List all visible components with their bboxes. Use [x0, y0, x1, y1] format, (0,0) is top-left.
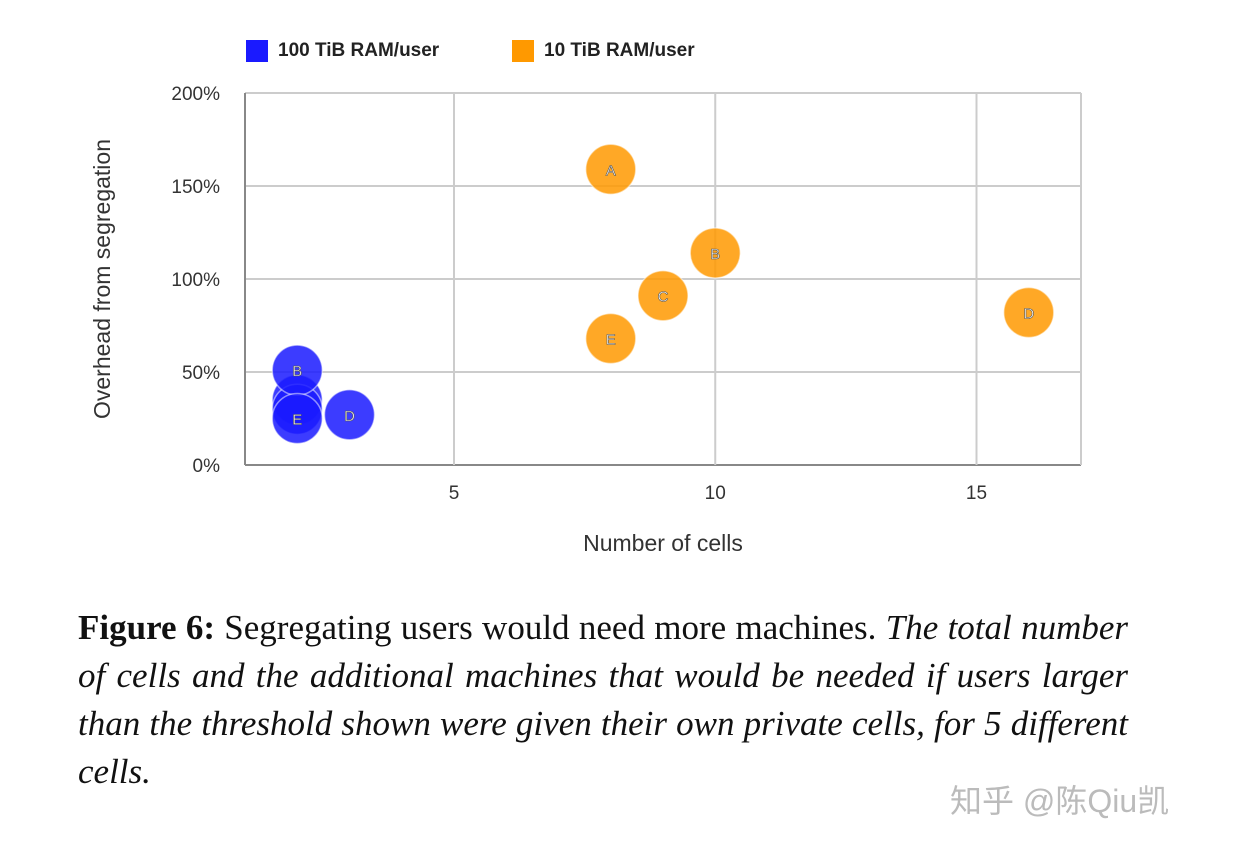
caption-italic: The total number of cells and the additi…: [78, 608, 1128, 791]
point-label: C: [658, 289, 669, 306]
legend-swatch: [512, 40, 534, 62]
point-label: A: [606, 162, 616, 179]
point-marker: [637, 269, 689, 322]
point-marker: [1003, 286, 1055, 339]
point-marker: [585, 143, 637, 196]
legend-swatch: [246, 40, 268, 62]
data-point: E: [585, 312, 637, 365]
point-label: E: [292, 412, 302, 429]
legend-label: 100 TiB RAM/user: [278, 40, 440, 61]
watermark: 知乎 @陈Qiu凯: [950, 783, 1170, 819]
point-marker: [689, 227, 741, 279]
x-tick-label: 15: [966, 483, 987, 504]
y-tick-label: 50%: [182, 363, 220, 384]
point-label: D: [344, 408, 355, 425]
caption-label: Figure 6:: [78, 608, 215, 647]
legend-item-100tib: 100 TiB RAM/user: [246, 40, 439, 62]
y-tick-label: 100%: [171, 270, 220, 291]
y-tick-label: 150%: [171, 177, 220, 198]
figure-caption: Figure 6: Segregating users would need m…: [78, 604, 1128, 796]
caption-text: Segregating users would need more machin…: [214, 608, 886, 647]
scatter-chart: 0% 50% 100% 150% 200% 5 10 15 Number of cells Ove…: [89, 84, 1082, 556]
point-marker: [271, 392, 323, 445]
legend-label: 10 TiB RAM/user: [544, 40, 695, 61]
legend-item-10tib: 10 TiB RAM/user: [512, 40, 695, 62]
data-point: C: [637, 269, 689, 322]
x-tick-label: 10: [705, 483, 726, 504]
data-point: E: [271, 392, 323, 445]
data-point: B: [271, 344, 323, 396]
y-axis-label: Overhead from segregation: [89, 139, 115, 419]
point-label: E: [606, 332, 616, 349]
point-marker: [323, 389, 376, 441]
data-point: B: [689, 227, 741, 279]
point-marker: [585, 312, 637, 365]
y-tick-label: 200%: [171, 84, 220, 105]
data-point: D: [1003, 286, 1055, 339]
point-label: B: [292, 363, 302, 380]
x-axis-label: Number of cells: [583, 530, 743, 556]
point-label: D: [1023, 305, 1034, 322]
x-tick-label: 5: [449, 483, 460, 504]
y-tick-label: 0%: [193, 456, 221, 477]
point-label: B: [710, 246, 720, 263]
data-point: A: [585, 143, 637, 196]
data-point: D: [323, 389, 376, 441]
